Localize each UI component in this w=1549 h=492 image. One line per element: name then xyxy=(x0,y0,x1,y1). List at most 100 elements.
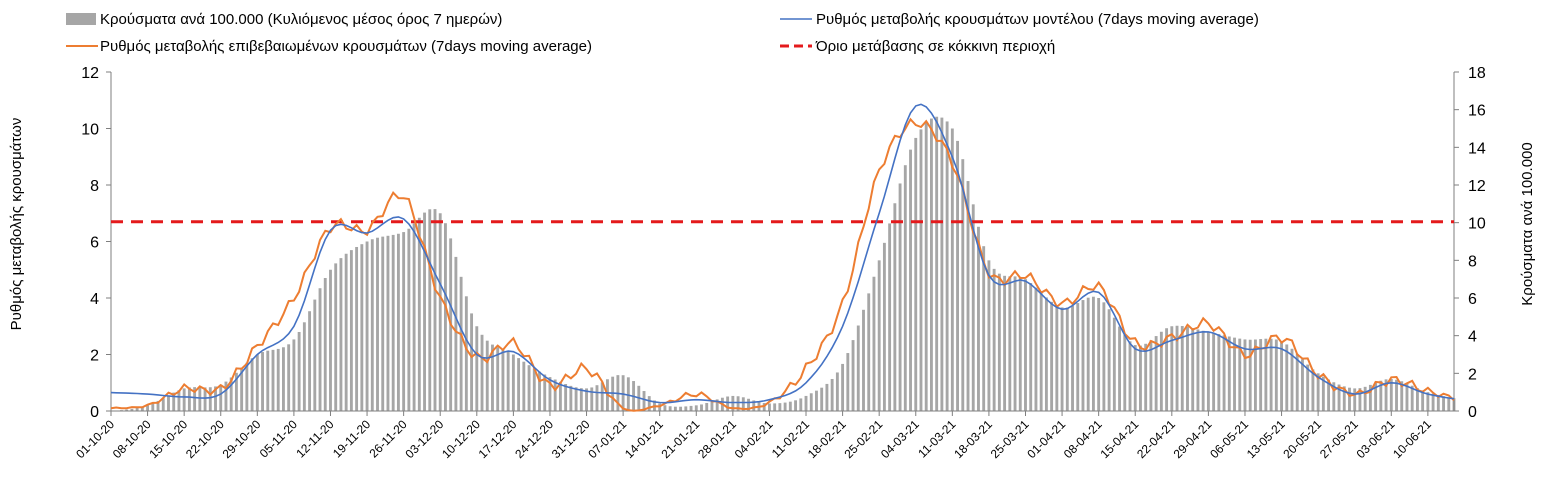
bar-cases xyxy=(1306,364,1310,411)
y-left-tick-label: 8 xyxy=(90,178,99,195)
bar-cases xyxy=(579,388,583,411)
bar-cases xyxy=(1206,331,1210,411)
bar-cases xyxy=(872,276,876,411)
bar-cases xyxy=(381,236,385,411)
bar-cases xyxy=(794,400,798,411)
y-left-tick-label: 4 xyxy=(90,291,99,308)
bar-cases xyxy=(1139,345,1142,411)
bar-cases xyxy=(182,388,186,411)
bar-cases xyxy=(731,395,735,411)
bar-cases xyxy=(240,367,244,411)
x-tick-label: 01-04-21 xyxy=(1024,417,1068,461)
bar-cases xyxy=(480,334,484,411)
bar-cases xyxy=(1227,336,1231,411)
legend-item-threshold[interactable]: Όριο μετάβασης σε κόκκινη περιοχή xyxy=(780,38,1055,55)
bar-cases xyxy=(1081,300,1085,411)
bar-cases xyxy=(1316,373,1320,411)
legend-item-model-rate[interactable]: Ρυθμός μεταβολής κρουσμάτων μοντέλου (7d… xyxy=(780,11,1259,28)
bar-cases xyxy=(339,258,343,411)
x-tick-label: 11-02-21 xyxy=(769,417,812,460)
x-tick-label: 25-02-21 xyxy=(841,417,885,461)
bar-cases xyxy=(888,223,892,411)
bar-cases xyxy=(830,378,834,411)
bar-cases xyxy=(1405,383,1409,411)
legend-label-cases: Κρούσματα ανά 100.000 (Κυλιόμενος μέσος … xyxy=(100,11,502,28)
bar-cases xyxy=(1233,337,1236,411)
bar-cases xyxy=(1238,338,1242,411)
y-right-tick-label: 10 xyxy=(1468,216,1486,233)
bar-cases xyxy=(1018,276,1022,411)
bar-cases xyxy=(349,250,353,411)
bar-cases xyxy=(287,344,291,411)
x-tick-label: 04-03-21 xyxy=(878,417,922,461)
bar-cases xyxy=(982,246,986,411)
bar-cases xyxy=(360,244,364,411)
bar-cases xyxy=(1071,305,1074,411)
bar-cases xyxy=(376,237,379,411)
bar-cases xyxy=(1112,317,1116,411)
bar-cases xyxy=(1222,335,1226,411)
bar-cases xyxy=(1410,385,1414,411)
bar-cases xyxy=(689,405,693,411)
bar-cases xyxy=(835,372,839,411)
bar-cases xyxy=(1384,379,1388,411)
bar-cases xyxy=(799,398,803,411)
legend-label-confirmed-rate: Ρυθμός μεταβολής επιβεβαιωμένων κρουσμάτ… xyxy=(100,38,592,55)
bar-cases xyxy=(1311,369,1315,411)
bar-cases xyxy=(820,387,824,411)
x-tick-label: 11-03-21 xyxy=(915,417,958,460)
y-axis-left-ticks: 0 2 4 6 8 10 12 xyxy=(81,65,111,421)
bar-cases xyxy=(224,381,228,411)
y-right-tick-label: 8 xyxy=(1468,253,1477,270)
x-tick-label: 19-11-20 xyxy=(330,417,373,460)
bar-cases xyxy=(297,331,301,411)
bar-cases xyxy=(1076,303,1080,411)
x-tick-label: 06-05-21 xyxy=(1207,417,1251,461)
bar-cases xyxy=(167,395,170,411)
x-tick-label: 15-04-21 xyxy=(1097,417,1141,461)
bar-cases xyxy=(762,403,766,411)
y-right-tick-label: 6 xyxy=(1468,291,1477,308)
bar-cases xyxy=(647,396,651,411)
legend-item-cases[interactable]: Κρούσματα ανά 100.000 (Κυλιόμενος μέσος … xyxy=(66,11,502,28)
y-left-tick-label: 10 xyxy=(81,122,99,139)
bar-cases xyxy=(1379,380,1383,411)
legend-item-confirmed-rate[interactable]: Ρυθμός μεταβολής επιβεβαιωμένων κρουσμάτ… xyxy=(66,38,592,55)
legend-label-threshold: Όριο μετάβασης σε κόκκινη περιοχή xyxy=(815,38,1055,55)
bar-cases xyxy=(506,351,510,411)
bar-cases xyxy=(1060,307,1064,411)
bar-cases xyxy=(1290,348,1294,411)
bar-cases xyxy=(532,368,536,411)
bar-cases xyxy=(741,397,745,411)
x-tick-label: 24-12-20 xyxy=(512,417,556,461)
x-tick-label: 29-10-20 xyxy=(220,417,264,461)
bar-cases xyxy=(1415,388,1419,411)
bar-cases xyxy=(250,358,254,411)
bar-cases xyxy=(308,311,312,411)
bar-cases xyxy=(423,212,426,411)
bar-cases xyxy=(276,348,280,411)
bar-cases xyxy=(538,371,541,411)
legend-label-model-rate: Ρυθμός μεταβολής κρουσμάτων μοντέλου (7d… xyxy=(816,11,1259,28)
bar-cases xyxy=(433,209,437,411)
bar-cases xyxy=(898,183,902,411)
bar-cases xyxy=(882,242,886,411)
bar-cases xyxy=(747,398,750,411)
bar-cases xyxy=(1144,343,1148,411)
legend: Κρούσματα ανά 100.000 (Κυλιόμενος μέσος … xyxy=(66,11,1259,55)
x-tick-label: 22-04-21 xyxy=(1134,417,1178,461)
bar-cases xyxy=(1055,305,1059,411)
bar-cases xyxy=(773,403,777,411)
bar-cases xyxy=(229,377,233,411)
bar-cases xyxy=(1342,386,1346,411)
bar-cases xyxy=(1426,392,1430,411)
bar-cases xyxy=(444,223,447,411)
bar-cases xyxy=(1389,378,1393,411)
bar-cases xyxy=(156,400,160,411)
bar-cases xyxy=(255,354,259,411)
bar-cases xyxy=(365,241,369,411)
bar-cases xyxy=(245,362,249,411)
bar-cases xyxy=(705,402,709,411)
bar-cases xyxy=(1301,359,1304,411)
